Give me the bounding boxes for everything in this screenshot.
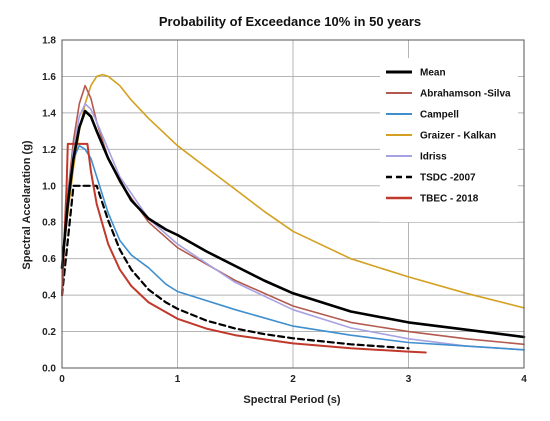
x-tick-label: 1: [175, 374, 181, 385]
y-tick-label: 0.8: [42, 218, 56, 229]
y-tick-label: 0.0: [42, 364, 56, 375]
legend-label-abrahamson-silva: Abrahamson -Silva: [420, 89, 511, 100]
x-tick-label: 2: [290, 374, 296, 385]
y-tick-label: 1.2: [42, 145, 56, 156]
legend-label-mean: Mean: [420, 68, 446, 79]
x-tick-label: 3: [406, 374, 412, 385]
y-tick-label: 0.6: [42, 254, 56, 265]
legend-label-tbec-2018: TBEC - 2018: [420, 194, 479, 205]
y-tick-label: 1.4: [42, 108, 56, 119]
x-tick-label: 0: [59, 374, 65, 385]
y-tick-label: 1.8: [42, 36, 56, 47]
legend-label-campell: Campell: [420, 110, 459, 121]
series-line-idriss: [61, 103, 525, 351]
series-line-tsdc-2007: [60, 184, 410, 350]
legend-background: [380, 58, 518, 222]
y-tick-label: 0.2: [42, 327, 56, 338]
x-axis-title: Spectral Period (s): [243, 394, 341, 406]
y-axis-title: Spectral Accelaration (g): [21, 140, 33, 270]
legend: Mean Abrahamson -Silva Campell Graizer - Ka…: [380, 58, 518, 222]
y-tick-label: 1.0: [42, 181, 56, 192]
y-tick-label: 1.6: [42, 72, 56, 83]
chart-title: Probability of Exceedance 10% in 50 year…: [159, 14, 421, 29]
series-line-mean: [60, 109, 526, 339]
tick-labels: 0.0 0.2 0.4 0.6 0.8 1.0 1.2 1.4 1.6 1.8 0 1 2 3 4: [42, 36, 527, 386]
legend-label-idriss: Idriss: [420, 152, 447, 163]
legend-label-graizer-kalkan: Graizer - Kalkan: [420, 131, 496, 142]
series-line-campell: [61, 144, 525, 351]
series-lines: [60, 73, 526, 354]
plot-area-border: [61, 39, 525, 369]
series-line-tbec-2018: [61, 142, 427, 354]
y-tick-label: 0.4: [42, 291, 56, 302]
legend-label-tsdc-2007: TSDC -2007: [420, 173, 476, 184]
x-tick-label: 4: [521, 374, 527, 385]
